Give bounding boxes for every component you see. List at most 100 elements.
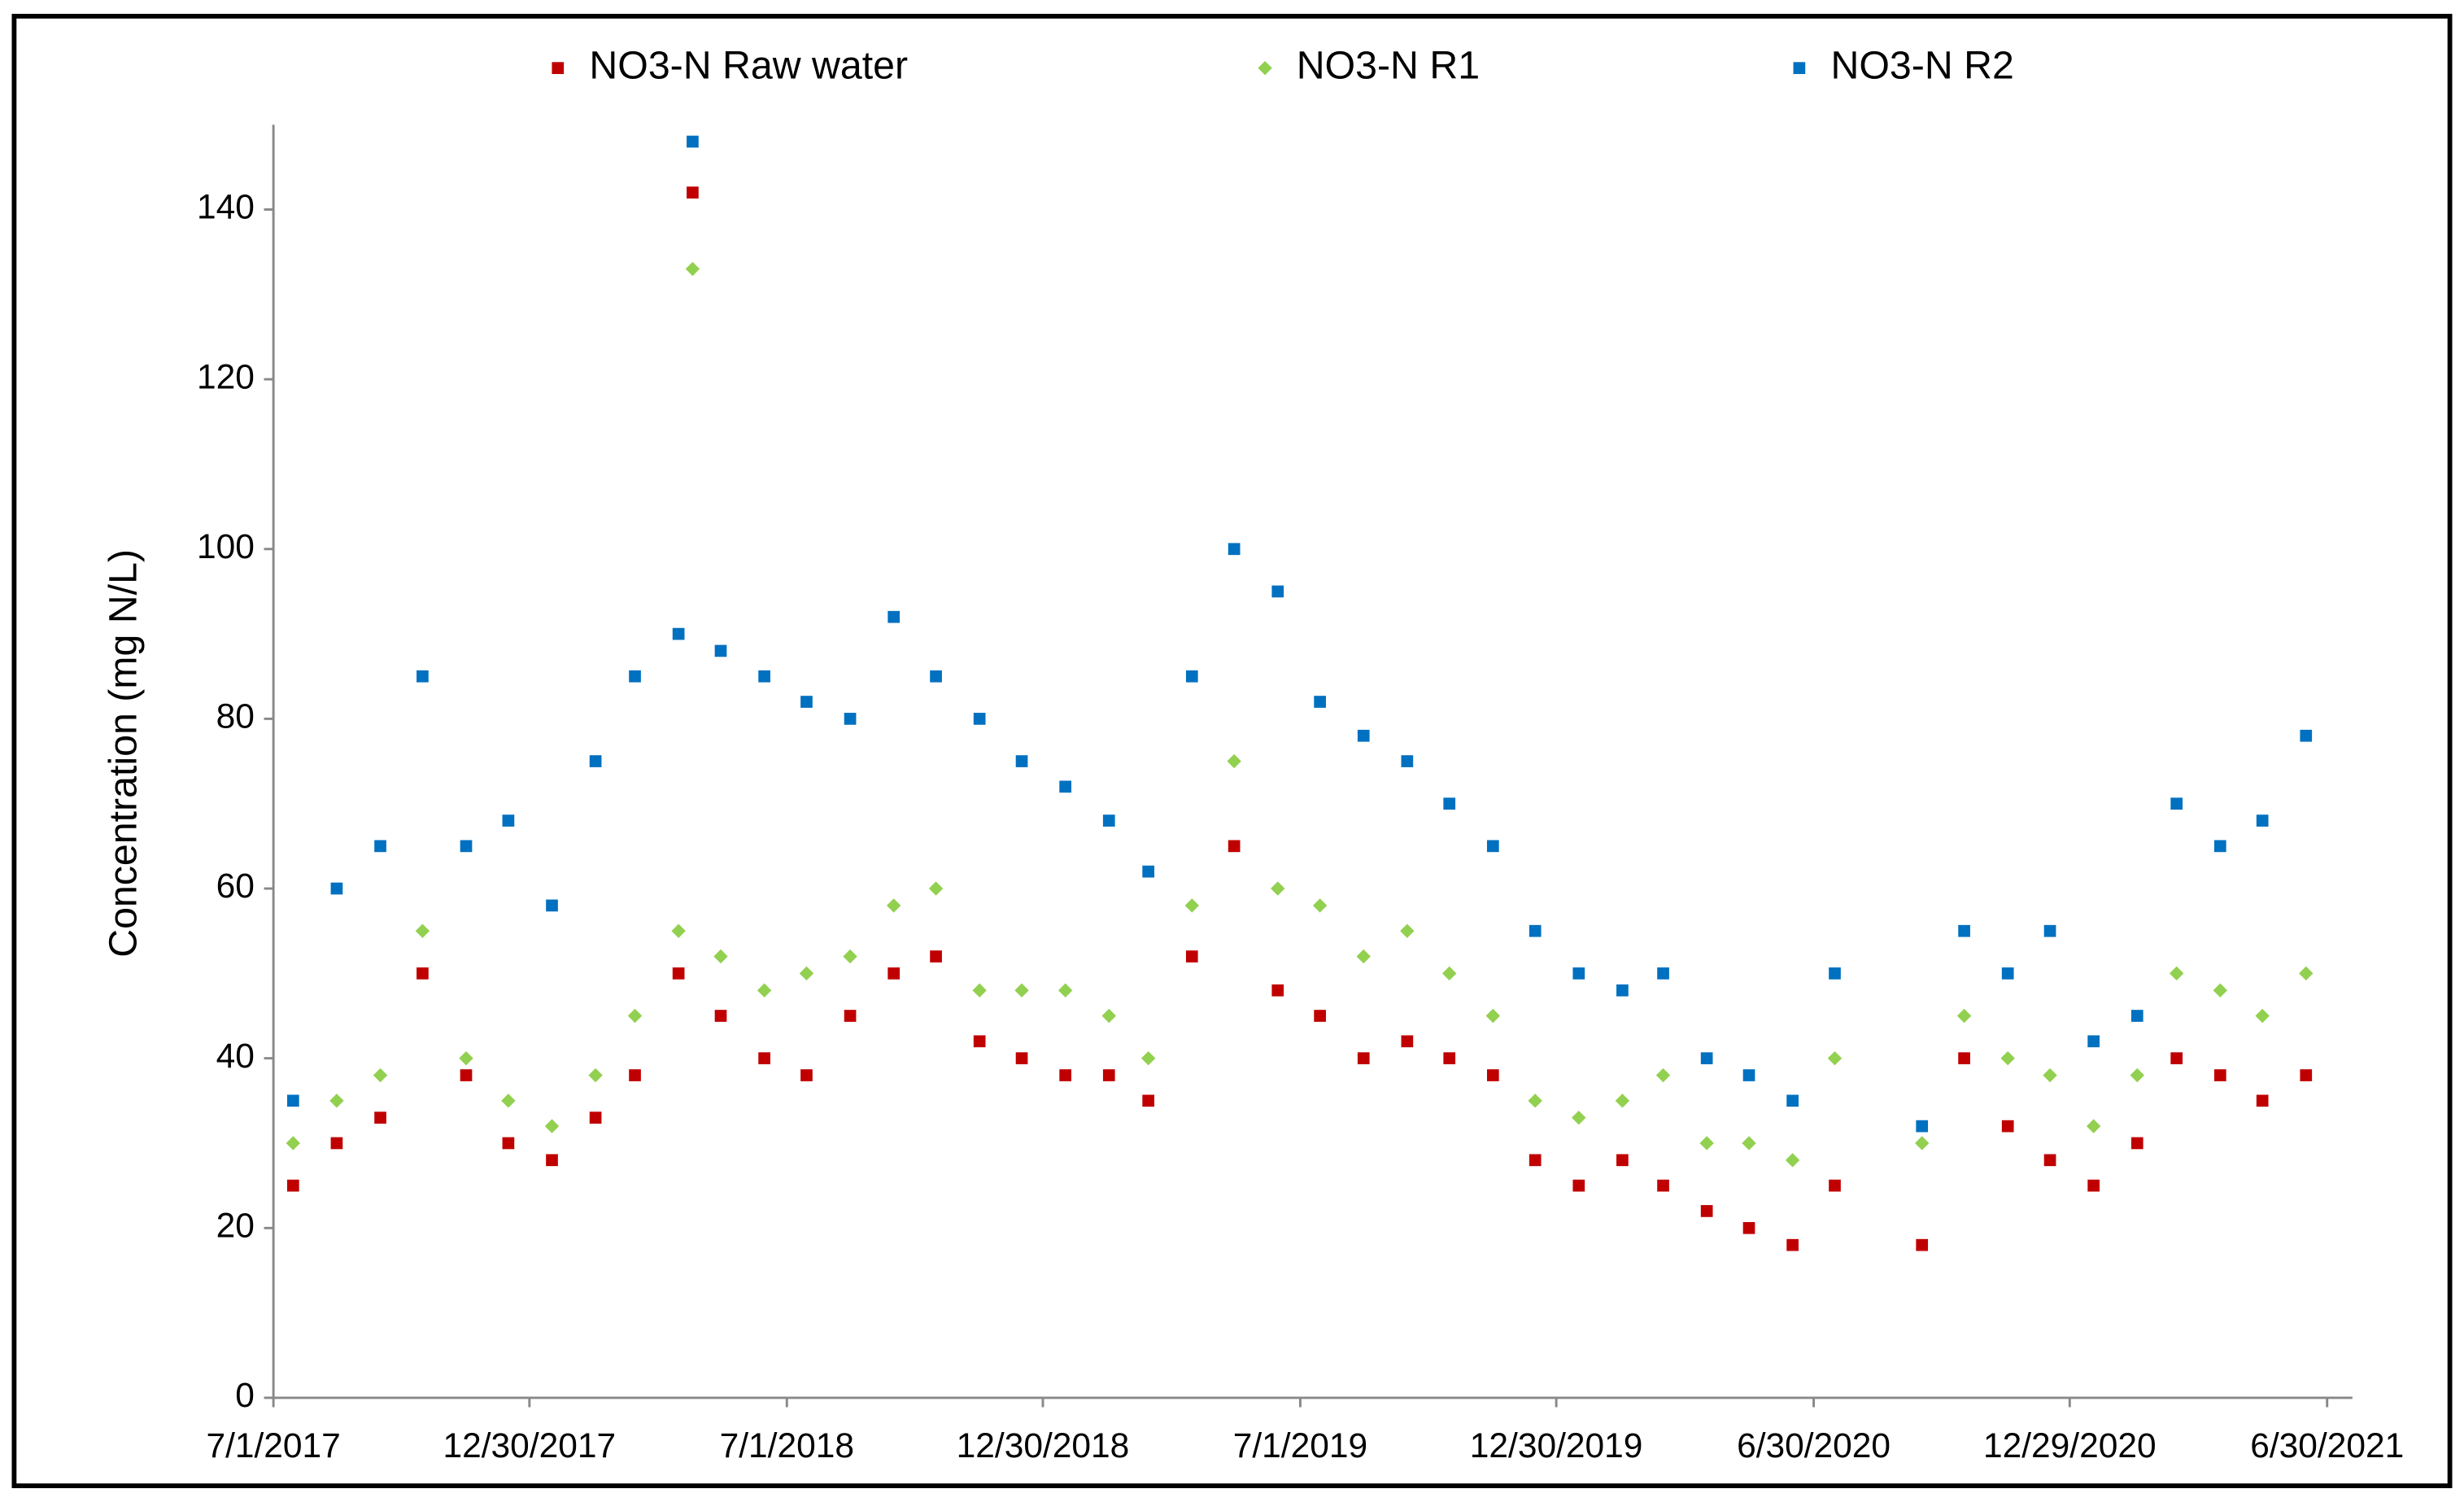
data-point — [1742, 1221, 1755, 1234]
data-point — [672, 967, 685, 980]
data-point — [2256, 1094, 2269, 1107]
data-point — [2001, 967, 2014, 980]
data-point — [1314, 696, 1326, 708]
data-point — [714, 1010, 727, 1022]
data-point — [1059, 1069, 1071, 1081]
data-point — [713, 949, 728, 964]
data-point — [1401, 755, 1414, 767]
x-tick-label: 6/30/2020 — [1737, 1427, 1891, 1465]
data-point — [2300, 729, 2313, 742]
data-point — [460, 1069, 473, 1081]
data-point — [930, 670, 942, 683]
legend-label: NO3-N R1 — [1297, 43, 1480, 87]
data-point — [1958, 924, 1970, 937]
y-tick-label: 140 — [197, 189, 255, 227]
legend-label: NO3-N R2 — [1831, 43, 2014, 87]
data-point — [887, 967, 901, 980]
data-point — [1443, 1052, 1456, 1064]
data-point — [2087, 1035, 2100, 1048]
data-point — [1786, 1094, 1799, 1107]
data-point — [2170, 797, 2183, 810]
y-tick-label: 100 — [197, 528, 255, 566]
data-point — [1357, 1052, 1370, 1064]
data-point — [1142, 865, 1155, 878]
data-point — [627, 1008, 643, 1024]
data-point — [1271, 585, 1284, 598]
data-point — [1185, 670, 1198, 683]
data-point — [1102, 1069, 1115, 1081]
data-point — [672, 627, 685, 640]
data-point — [460, 840, 473, 853]
data-point — [1271, 984, 1284, 997]
x-tick-label: 6/30/2021 — [2250, 1427, 2404, 1465]
y-tick-label: 120 — [197, 358, 255, 396]
data-point — [629, 1069, 641, 1081]
data-point — [1102, 814, 1115, 827]
data-point — [1829, 1179, 1841, 1192]
data-point — [1572, 1179, 1585, 1192]
data-point — [930, 950, 942, 963]
x-tick-label: 12/30/2019 — [1470, 1427, 1643, 1465]
data-point — [1615, 1094, 1630, 1108]
data-point — [1916, 1238, 1929, 1251]
y-axis-label: Concentration (mg N/L) — [101, 549, 145, 958]
data-point — [546, 899, 558, 912]
data-point — [1185, 950, 1198, 963]
data-point — [2256, 814, 2269, 827]
data-point — [589, 1111, 602, 1124]
data-point — [329, 1094, 344, 1108]
data-point — [1528, 1094, 1542, 1108]
data-point — [374, 840, 386, 853]
x-tick-label: 12/30/2018 — [957, 1427, 1130, 1465]
data-point — [501, 1094, 516, 1108]
data-point — [1700, 1205, 1713, 1217]
data-point — [2130, 1010, 2143, 1022]
x-tick-label: 12/29/2020 — [1983, 1427, 2157, 1465]
data-point — [1699, 1136, 1714, 1151]
data-point — [589, 755, 602, 767]
data-point — [1616, 984, 1629, 997]
data-point — [1142, 1094, 1155, 1107]
y-tick-label: 40 — [216, 1037, 255, 1076]
x-tick-label: 12/30/2017 — [443, 1427, 617, 1465]
x-tick-label: 7/1/2019 — [1233, 1427, 1367, 1465]
data-point — [2213, 840, 2226, 853]
data-point — [1700, 1052, 1713, 1064]
data-point — [1742, 1069, 1755, 1081]
x-tick-label: 7/1/2017 — [206, 1427, 340, 1465]
data-point — [286, 1136, 301, 1151]
data-point — [1486, 1069, 1499, 1081]
data-point — [1529, 924, 1542, 937]
data-point — [687, 186, 699, 199]
data-point — [330, 882, 343, 895]
data-point — [973, 713, 986, 725]
data-point — [2255, 1008, 2270, 1024]
data-point — [2299, 966, 2314, 981]
data-point — [687, 135, 699, 148]
data-point — [2300, 1069, 2313, 1081]
data-point — [1829, 967, 1841, 980]
data-point — [714, 644, 727, 657]
data-point — [1657, 1179, 1669, 1192]
y-tick-label: 0 — [235, 1377, 255, 1415]
data-point — [1786, 1238, 1799, 1251]
data-point — [799, 966, 814, 981]
data-point — [1140, 1050, 1156, 1066]
data-point — [2213, 1069, 2226, 1081]
data-point — [1443, 797, 1456, 810]
data-point — [1357, 729, 1370, 742]
data-point — [502, 1137, 515, 1150]
data-point — [1059, 780, 1071, 793]
data-point — [1015, 755, 1028, 767]
data-point — [416, 967, 429, 980]
data-point — [1956, 1008, 1972, 1024]
y-tick-label: 20 — [216, 1207, 255, 1246]
chart-frame — [11, 14, 2453, 1488]
data-point — [1616, 1154, 1629, 1167]
data-point — [1228, 840, 1241, 853]
data-point — [1401, 1035, 1414, 1048]
data-point — [1657, 967, 1669, 980]
data-point — [2087, 1179, 2100, 1192]
